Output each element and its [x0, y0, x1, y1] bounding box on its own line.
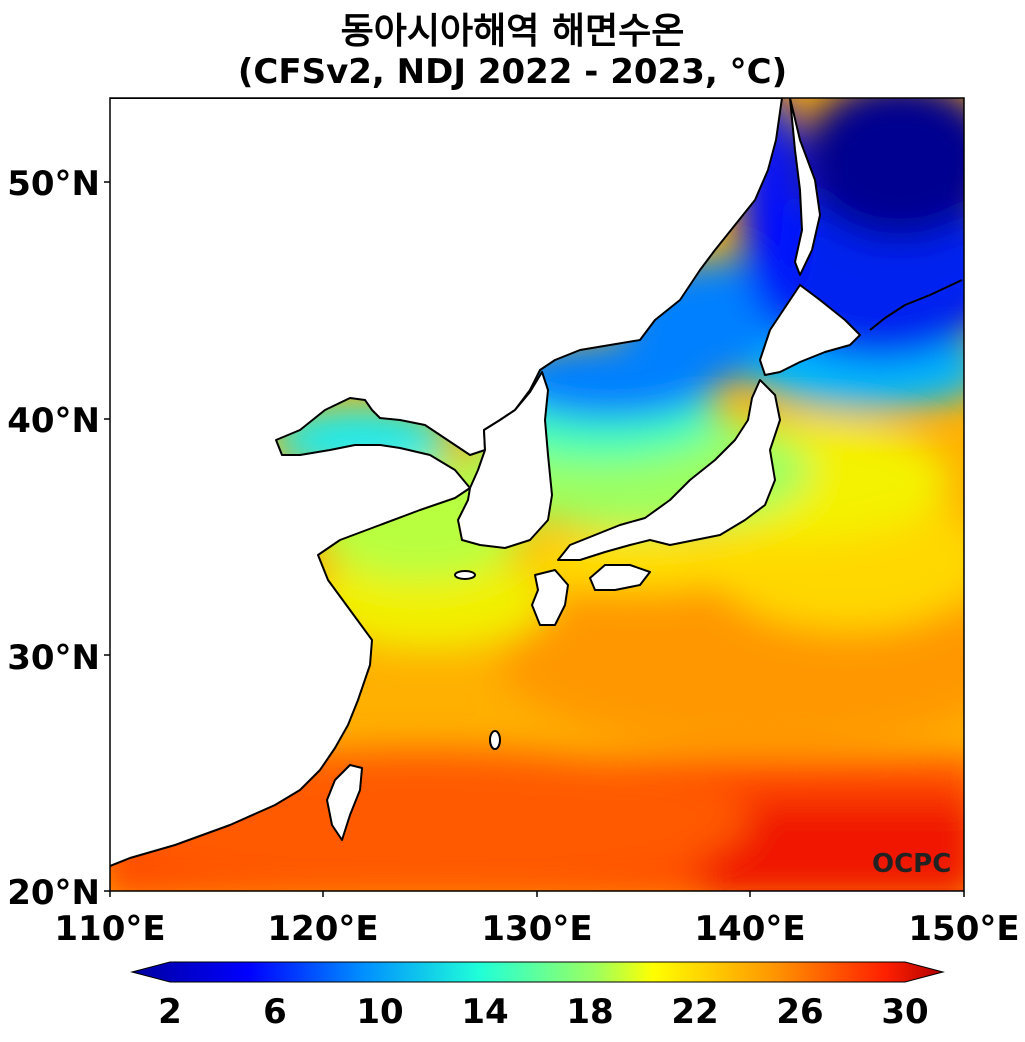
- cb-tick-14: 14: [461, 992, 508, 1032]
- sst-field: OCPC: [110, 98, 964, 891]
- colorbar-scale: [130, 961, 945, 983]
- lat-tick-20: 20°N: [7, 873, 100, 913]
- cb-tick-6: 6: [263, 992, 287, 1032]
- lon-tick-110: 110°E: [54, 909, 165, 949]
- lon-tick-130: 130°E: [481, 909, 592, 949]
- cb-tick-26: 26: [776, 992, 823, 1032]
- lat-tick-50: 50°N: [7, 164, 100, 204]
- colorbar: 2 6 10 14 18 22 26 30: [130, 961, 945, 1032]
- lat-tick-30: 30°N: [7, 638, 100, 678]
- lat-tick-40: 40°N: [7, 401, 100, 441]
- cb-tick-30: 30: [881, 992, 928, 1032]
- lon-axis: 110°E 120°E 130°E 140°E 150°E: [54, 909, 1019, 949]
- cb-tick-2: 2: [158, 992, 182, 1032]
- lon-tick-140: 140°E: [694, 909, 805, 949]
- map-title: 동아시아해역 해면수온: [340, 11, 685, 52]
- cb-tick-22: 22: [671, 992, 718, 1032]
- tick-marks: [104, 181, 965, 897]
- ocpc-watermark: OCPC: [872, 849, 951, 879]
- coastlines: [110, 98, 963, 868]
- lon-tick-120: 120°E: [267, 909, 378, 949]
- cb-tick-18: 18: [566, 992, 613, 1032]
- lon-tick-150: 150°E: [908, 909, 1019, 949]
- map-subtitle: (CFSv2, NDJ 2022 - 2023, °C): [237, 52, 788, 92]
- cb-tick-10: 10: [356, 992, 403, 1032]
- lat-axis: 20°N 30°N 40°N 50°N: [7, 164, 100, 913]
